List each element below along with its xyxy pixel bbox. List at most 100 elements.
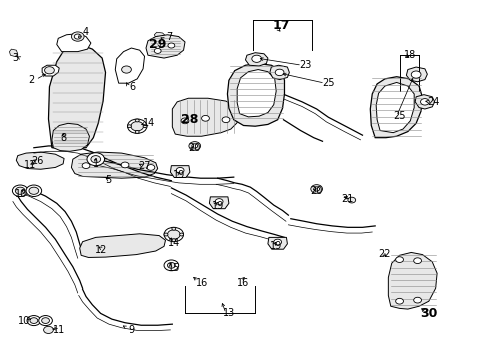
Polygon shape [52, 123, 89, 151]
Text: 17: 17 [272, 19, 289, 32]
Circle shape [127, 119, 147, 134]
Polygon shape [154, 32, 165, 39]
Polygon shape [375, 82, 413, 133]
Polygon shape [16, 152, 64, 169]
Polygon shape [209, 197, 228, 209]
Circle shape [41, 318, 49, 323]
Polygon shape [245, 53, 267, 66]
Text: 10: 10 [18, 316, 30, 325]
Polygon shape [80, 234, 165, 257]
Polygon shape [237, 69, 276, 117]
Polygon shape [387, 252, 436, 309]
Circle shape [191, 144, 197, 148]
Text: 23: 23 [299, 60, 311, 70]
Circle shape [127, 125, 131, 128]
Polygon shape [227, 63, 284, 126]
Circle shape [310, 185, 322, 193]
Circle shape [313, 187, 319, 191]
Circle shape [167, 262, 175, 268]
Circle shape [395, 298, 403, 304]
Text: 3: 3 [12, 53, 19, 63]
Circle shape [188, 141, 200, 150]
Text: 14: 14 [167, 238, 180, 248]
Polygon shape [406, 67, 427, 82]
Text: 25: 25 [322, 78, 334, 88]
Text: 19: 19 [172, 170, 184, 180]
Text: 14: 14 [143, 118, 155, 128]
Text: 10: 10 [15, 189, 27, 199]
Circle shape [171, 239, 175, 242]
Text: 8: 8 [60, 133, 66, 143]
Circle shape [167, 43, 174, 48]
Circle shape [71, 32, 84, 41]
Circle shape [215, 199, 223, 204]
Circle shape [413, 258, 421, 264]
Polygon shape [146, 35, 184, 58]
Text: 22: 22 [378, 248, 390, 258]
Circle shape [163, 233, 167, 236]
Circle shape [171, 227, 175, 230]
Polygon shape [369, 77, 422, 138]
Text: 25: 25 [392, 111, 405, 121]
Text: 26: 26 [31, 156, 43, 166]
Polygon shape [42, 65, 59, 76]
Circle shape [44, 67, 54, 74]
Circle shape [176, 167, 183, 173]
Circle shape [167, 230, 180, 239]
Text: 11: 11 [53, 325, 65, 335]
Circle shape [74, 34, 81, 39]
Text: 24: 24 [427, 97, 439, 107]
Text: 15: 15 [167, 263, 180, 273]
Circle shape [131, 122, 143, 131]
Circle shape [122, 66, 131, 73]
Circle shape [135, 119, 139, 122]
Text: 16: 16 [237, 278, 249, 288]
Text: 11: 11 [24, 160, 36, 170]
Text: 28: 28 [181, 113, 198, 126]
Text: 19: 19 [211, 201, 224, 211]
Circle shape [395, 257, 403, 262]
Text: 4: 4 [83, 27, 89, 37]
Text: 1: 1 [93, 159, 99, 169]
Circle shape [15, 187, 25, 194]
Text: 21: 21 [341, 194, 353, 204]
Polygon shape [269, 65, 289, 80]
Text: 9: 9 [128, 325, 134, 335]
Text: 29: 29 [149, 38, 166, 51]
Circle shape [347, 197, 355, 203]
Text: 12: 12 [94, 245, 106, 255]
Text: 18: 18 [404, 50, 416, 60]
Polygon shape [48, 45, 105, 148]
Text: 27: 27 [138, 161, 150, 171]
Circle shape [413, 297, 421, 303]
Text: 7: 7 [165, 32, 172, 41]
Circle shape [27, 316, 41, 325]
Circle shape [181, 118, 188, 124]
Polygon shape [57, 34, 91, 51]
Circle shape [275, 69, 284, 76]
Polygon shape [414, 95, 434, 109]
Circle shape [420, 99, 428, 105]
Circle shape [87, 153, 104, 166]
Circle shape [29, 187, 39, 194]
Circle shape [273, 239, 281, 245]
Text: 5: 5 [104, 175, 111, 185]
Text: 2: 2 [28, 75, 34, 85]
Circle shape [163, 227, 183, 242]
Circle shape [147, 165, 155, 170]
Text: 30: 30 [419, 307, 437, 320]
Text: 19: 19 [269, 241, 282, 251]
Polygon shape [172, 98, 238, 136]
Circle shape [135, 131, 139, 134]
Polygon shape [170, 166, 189, 177]
Polygon shape [115, 48, 144, 83]
Circle shape [163, 260, 178, 271]
Circle shape [26, 185, 41, 197]
Circle shape [82, 163, 90, 168]
Circle shape [143, 125, 147, 128]
Circle shape [410, 71, 420, 78]
Circle shape [39, 316, 52, 325]
Circle shape [154, 48, 161, 53]
Circle shape [43, 326, 53, 333]
Text: 6: 6 [129, 82, 135, 93]
